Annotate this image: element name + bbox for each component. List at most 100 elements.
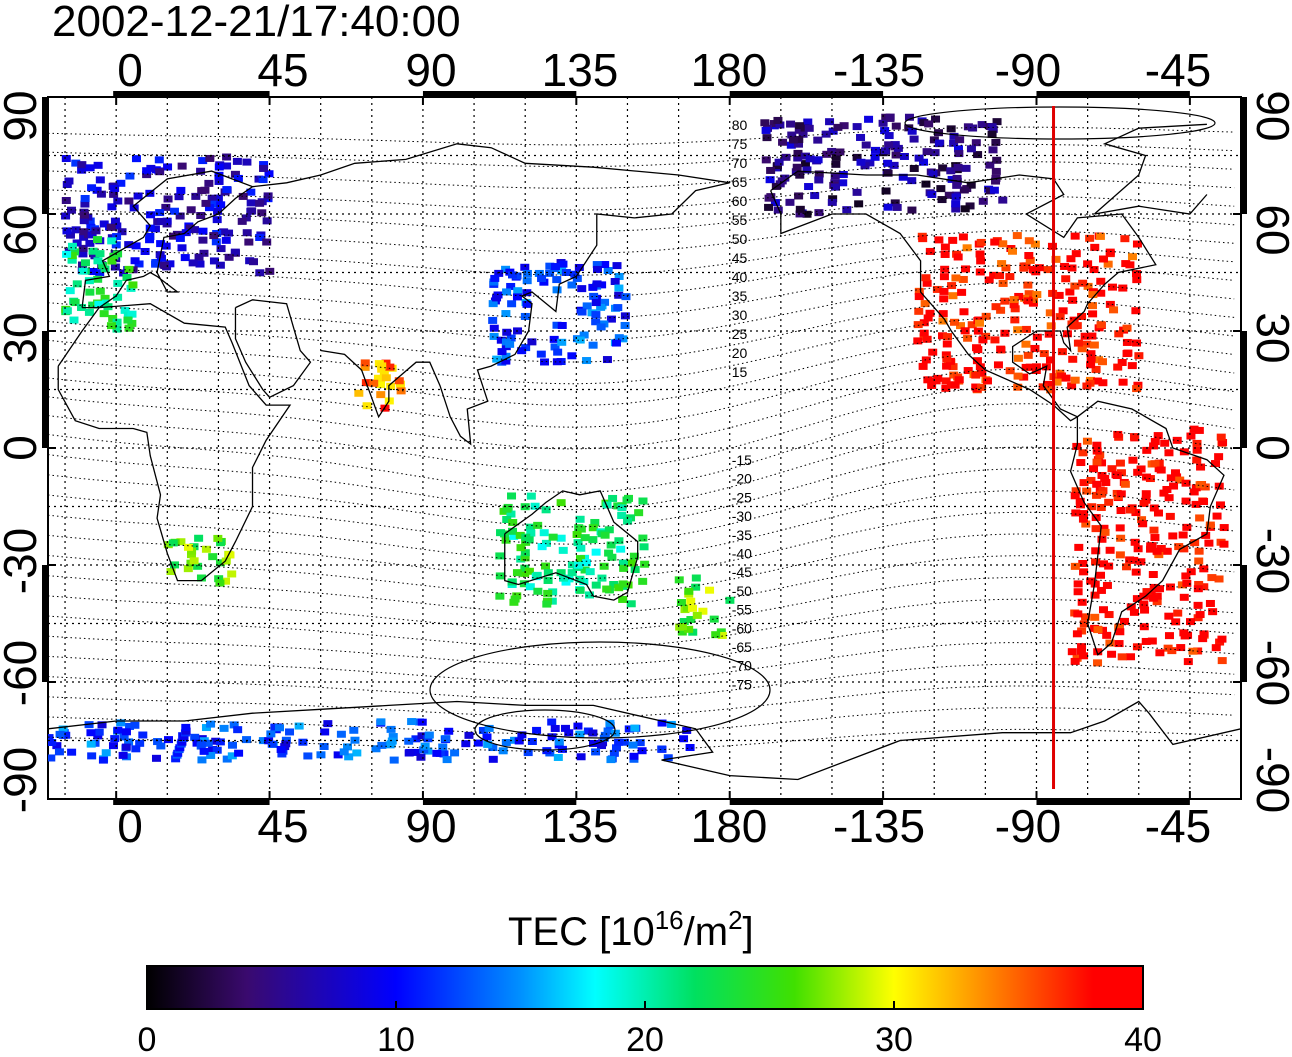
tec-pixel <box>257 209 267 217</box>
magnetic-latitude-contour <box>48 598 1235 649</box>
magnetic-latitude-label: -65 <box>732 639 752 655</box>
tec-pixel <box>1164 494 1174 502</box>
tec-pixel <box>618 595 628 603</box>
tec-pixel <box>77 166 87 174</box>
tec-pixel <box>209 257 219 265</box>
tec-pixel <box>616 545 626 553</box>
tec-pixel <box>576 555 586 563</box>
tec-pixel <box>591 581 601 589</box>
tec-pixel <box>186 551 196 559</box>
tec-pixel <box>860 162 870 170</box>
tec-pixel <box>623 581 633 589</box>
tec-pixel <box>88 247 98 255</box>
colorbar-title-exponent2: 2 <box>728 905 742 935</box>
tec-pixel <box>124 738 134 746</box>
right-tick-label: -30 <box>1247 528 1292 594</box>
tec-pixel <box>1077 598 1087 606</box>
tec-pixel <box>1192 439 1202 447</box>
tec-pixel <box>1031 363 1041 371</box>
tec-pixel <box>1116 507 1126 515</box>
tec-pixel <box>196 574 206 582</box>
tec-pixel <box>614 738 624 746</box>
tec-pixel <box>795 122 805 130</box>
tec-pixel <box>1186 432 1196 440</box>
tec-pixel <box>913 321 923 329</box>
tec-pixel <box>610 729 620 737</box>
tec-pixel <box>336 730 346 738</box>
tec-pixel <box>360 363 370 371</box>
tec-pixel <box>385 363 395 371</box>
tec-pixel <box>800 152 810 160</box>
tec-pixel <box>842 206 852 214</box>
top-tick-label: -135 <box>833 44 925 96</box>
magnetic-latitude-label: 65 <box>732 174 748 190</box>
colorbar-title: TEC [1016/m2] <box>508 905 754 954</box>
tec-pixel <box>657 719 667 727</box>
tec-pixel <box>131 155 141 163</box>
tec-pixel <box>548 588 558 596</box>
tec-pixel <box>135 739 145 747</box>
tec-pixel <box>131 745 141 753</box>
tec-pixel <box>275 724 285 732</box>
tec-pixel <box>1069 322 1079 330</box>
colorbar-title-exponent: 16 <box>655 905 684 935</box>
tec-pixel <box>1102 581 1112 589</box>
tec-pixel <box>603 267 613 275</box>
tec-pixel <box>550 724 560 732</box>
magnetic-latitude-label: -45 <box>732 564 752 580</box>
tec-pixel <box>959 308 969 316</box>
tec-pixel <box>795 205 805 213</box>
tec-pixel <box>100 294 110 302</box>
tec-pixel <box>483 740 493 748</box>
tec-pixel <box>98 262 108 270</box>
tec-pixel <box>199 249 209 257</box>
tec-pixel <box>1122 338 1132 346</box>
tec-pixel <box>1092 480 1102 488</box>
tec-pixel <box>1164 632 1174 640</box>
tec-pixel <box>117 228 127 236</box>
tec-pixel <box>221 557 231 565</box>
tec-pixel <box>107 203 117 211</box>
tec-pixel <box>822 150 832 158</box>
tec-pixel <box>621 293 631 301</box>
tec-pixel <box>909 135 919 143</box>
tec-pixel <box>1129 556 1139 564</box>
tec-pixel <box>588 341 598 349</box>
tec-pixel <box>386 725 396 733</box>
tec-pixel <box>215 261 225 269</box>
tec-pixel <box>953 163 963 171</box>
tec-pixel <box>1052 378 1062 386</box>
tec-pixel <box>520 564 530 572</box>
tec-pixel <box>614 537 624 545</box>
tec-pixel <box>1032 291 1042 299</box>
tec-pixel <box>524 536 534 544</box>
tec-pixel <box>760 119 770 127</box>
tec-pixel <box>156 254 166 262</box>
magnetic-latitude-label: 15 <box>732 364 748 380</box>
tec-pixel <box>1043 266 1053 274</box>
tec-pixel <box>64 177 74 185</box>
tec-pixel <box>161 203 171 211</box>
tec-pixel <box>1200 483 1210 491</box>
magnetic-latitude-contour <box>48 334 1235 406</box>
right-tick-label: -90 <box>1247 747 1292 813</box>
tec-pixel <box>1012 232 1022 240</box>
tec-pixel <box>1195 514 1205 522</box>
tec-pixel <box>794 192 804 200</box>
tec-pixel <box>597 281 607 289</box>
tec-pixel <box>1070 657 1080 665</box>
tec-pixel <box>524 567 534 575</box>
tec-pixel <box>1117 359 1127 367</box>
tec-pixel <box>496 336 506 344</box>
tec-pixel <box>798 130 808 138</box>
tec-pixel <box>1155 585 1165 593</box>
tec-pixel <box>520 312 530 320</box>
tec-pixel <box>599 562 609 570</box>
tec-pixel <box>1019 373 1029 381</box>
tec-pixel <box>194 253 204 261</box>
magnetic-latitude-contour <box>48 511 1235 580</box>
tec-pixel <box>492 294 502 302</box>
tec-pixel <box>216 245 226 253</box>
tec-pixel <box>762 134 772 142</box>
tec-pixel <box>557 338 567 346</box>
